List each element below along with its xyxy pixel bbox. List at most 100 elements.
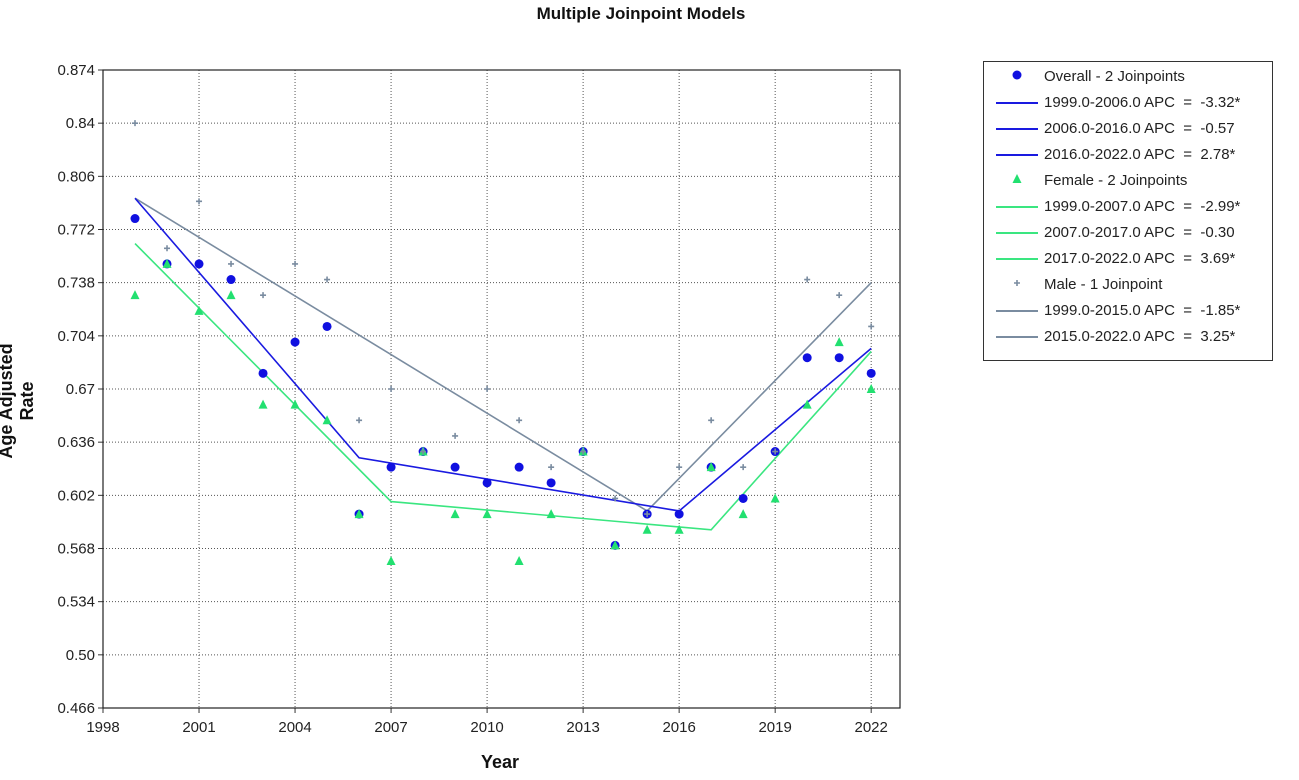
data-point — [612, 495, 619, 502]
data-point — [194, 305, 204, 315]
y-tick-label: 0.568 — [57, 541, 95, 558]
data-point — [738, 493, 748, 503]
legend-label: 2006.0-2016.0 APC = -0.57 — [1044, 120, 1235, 137]
data-point — [834, 337, 844, 347]
legend: Overall - 2 Joinpoints 1999.0-2006.0 APC … — [983, 61, 1273, 361]
y-tick-label: 0.738 — [57, 275, 95, 292]
y-tick-label: 0.602 — [57, 487, 95, 504]
data-point — [226, 275, 236, 285]
x-tick-label: 2016 — [662, 719, 695, 736]
data-point — [676, 464, 683, 471]
legend-symbol — [996, 258, 1038, 260]
legend-entry: 2006.0-2016.0 APC = -0.57 — [984, 116, 1272, 142]
chart-plot: 0.874 0.84 0.806 0.772 0.738 0.704 0.67 0.636 0.… — [57, 62, 901, 736]
legend-symbol — [996, 128, 1038, 130]
data-point — [258, 399, 268, 409]
data-point — [228, 260, 235, 267]
data-point — [260, 292, 267, 299]
data-point — [772, 448, 779, 455]
y-tick-label: 0.67 — [66, 381, 95, 398]
legend-symbol — [1012, 174, 1022, 183]
legend-symbol — [996, 336, 1038, 338]
data-point — [194, 259, 204, 269]
data-point — [706, 462, 716, 472]
data-point — [482, 509, 492, 519]
legend-entry: 2017.0-2022.0 APC = 3.69* — [984, 246, 1272, 272]
data-point — [738, 509, 748, 519]
data-point — [642, 524, 652, 534]
data-point — [322, 321, 332, 331]
fit-line-0 — [134, 197, 872, 512]
data-point — [258, 368, 268, 378]
data-point — [420, 448, 427, 455]
legend-symbol — [1014, 280, 1020, 286]
legend-entry: 2016.0-2022.0 APC = 2.78* — [984, 142, 1272, 168]
legend-label: 2007.0-2017.0 APC = -0.30 — [1044, 224, 1235, 241]
data-point — [836, 292, 843, 299]
legend-symbol — [996, 232, 1038, 234]
legend-label: 1999.0-2007.0 APC = -2.99* — [1044, 198, 1241, 215]
data-point — [674, 524, 684, 534]
data-point — [546, 509, 556, 519]
data-point — [388, 386, 395, 392]
data-point — [866, 368, 876, 378]
x-tick-label: 2007 — [374, 719, 407, 736]
x-tick-label: 2022 — [855, 719, 888, 736]
x-tick-label: 2019 — [758, 719, 791, 736]
plot-area — [103, 70, 900, 708]
data-point — [740, 464, 747, 471]
data-point — [834, 353, 844, 363]
legend-entry: 1999.0-2006.0 APC = -3.32* — [984, 90, 1272, 116]
data-point — [804, 276, 811, 283]
y-tick-label: 0.84 — [66, 115, 95, 132]
legend-symbol — [996, 310, 1038, 312]
legend-label: 1999.0-2006.0 APC = -3.32* — [1044, 94, 1241, 111]
legend-label: Male - 1 Joinpoint — [1044, 276, 1163, 293]
legend-label: 2016.0-2022.0 APC = 2.78* — [1044, 146, 1236, 163]
data-point — [196, 198, 203, 205]
legend-symbol — [996, 154, 1038, 156]
data-point — [450, 509, 460, 519]
data-point — [292, 260, 299, 267]
data-point — [164, 245, 171, 252]
legend-label: 2017.0-2022.0 APC = 3.69* — [1044, 250, 1236, 267]
data-point — [354, 509, 364, 519]
data-point — [548, 464, 555, 471]
data-point — [516, 417, 523, 424]
data-point — [452, 432, 459, 439]
legend-label: 2015.0-2022.0 APC = 3.25* — [1044, 328, 1236, 345]
chart-title: Multiple Joinpoint Models — [536, 4, 746, 23]
legend-entry: Male - 1 Joinpoint — [984, 272, 1272, 298]
y-tick-label: 0.534 — [57, 594, 95, 611]
y-tick-label: 0.806 — [57, 168, 95, 185]
legend-symbol — [996, 206, 1038, 208]
data-point — [290, 337, 300, 347]
legend-entry: 2007.0-2017.0 APC = -0.30 — [984, 220, 1272, 246]
y-tick-label: 0.466 — [57, 700, 95, 717]
data-point — [802, 353, 812, 363]
data-point — [580, 448, 587, 455]
data-point — [674, 509, 684, 519]
legend-entry: 1999.0-2015.0 APC = -1.85* — [984, 298, 1272, 324]
data-point — [162, 258, 172, 268]
data-point — [482, 478, 492, 488]
data-point — [514, 462, 524, 472]
data-point — [708, 417, 715, 424]
y-tick-label: 0.636 — [57, 434, 95, 451]
y-tick-label: 0.704 — [57, 328, 95, 345]
legend-entry: 2015.0-2022.0 APC = 3.25* — [984, 324, 1272, 350]
x-tick-label: 2004 — [278, 719, 311, 736]
y-tick-label: 0.50 — [66, 647, 95, 664]
data-point — [484, 386, 491, 392]
data-point — [868, 323, 875, 330]
data-point — [356, 417, 363, 424]
data-point — [132, 120, 139, 127]
data-point — [324, 276, 331, 283]
data-point — [450, 462, 460, 472]
data-point — [386, 556, 396, 566]
data-point — [644, 511, 651, 518]
legend-label: Overall - 2 Joinpoints — [1044, 68, 1185, 85]
data-point — [546, 478, 556, 488]
data-point — [226, 290, 236, 300]
legend-label: 1999.0-2015.0 APC = -1.85* — [1044, 302, 1241, 319]
